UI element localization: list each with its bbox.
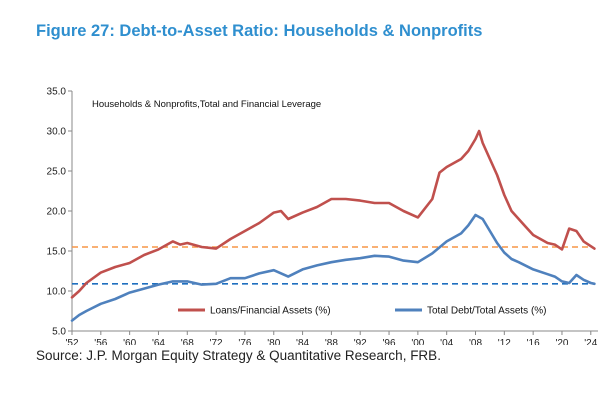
chart-axes: 5.0 10.0 15.0 20.0 25.0 30.0 35.0 '52 '56 '60 '64 '…: [47, 87, 598, 345]
x-tick-label: '60: [123, 338, 136, 345]
x-tick-label: '52: [65, 338, 78, 345]
y-tick-label: 10.0: [47, 287, 67, 298]
legend-label: Total Debt/Total Assets (%): [427, 306, 547, 317]
y-tick-label: 25.0: [47, 167, 67, 178]
x-tick-label: '12: [498, 338, 511, 345]
figure-title: Figure 27: Debt-to-Asset Ratio: Househol…: [36, 22, 483, 40]
x-tick-label: '24: [584, 338, 597, 345]
series-line-total-debt-total-assets: [70, 213, 596, 322]
chart-inner-title: Households & Nonprofits,Total and Financ…: [92, 99, 321, 110]
x-tick-label: '72: [210, 338, 223, 345]
y-tick-label: 30.0: [47, 127, 67, 138]
reference-lines: [72, 246, 592, 285]
y-tick-label: 35.0: [47, 87, 67, 98]
x-tick-label: '16: [527, 338, 540, 345]
legend-label: Loans/Financial Assets (%): [210, 306, 331, 317]
x-tick-label: '84: [296, 338, 309, 345]
x-tick-label: '64: [152, 338, 165, 345]
x-tick-label: '00: [411, 338, 424, 345]
x-tick-label: '96: [383, 338, 396, 345]
data-series: [70, 129, 596, 322]
y-tick-label: 5.0: [52, 327, 66, 338]
y-tick-label: 15.0: [47, 247, 67, 258]
debt-to-asset-line-chart: 5.0 10.0 15.0 20.0 25.0 30.0 35.0 '52 '56 '60 '64 '…: [47, 87, 598, 345]
x-tick-label: '76: [238, 338, 251, 345]
chart-legend: Loans/Financial Assets (%) Total Debt/Tot…: [178, 306, 547, 317]
x-tick-label: '08: [469, 338, 482, 345]
y-tick-label: 20.0: [47, 207, 67, 218]
source-note: Source: J.P. Morgan Equity Strategy & Qu…: [36, 348, 441, 363]
x-tick-label: '80: [267, 338, 280, 345]
x-tick-label: '68: [181, 338, 194, 345]
x-tick-label: '92: [354, 338, 367, 345]
x-tick-label: '88: [325, 338, 338, 345]
x-tick-label: '56: [94, 338, 107, 345]
x-tick-label: '04: [440, 338, 453, 345]
x-tick-label: '20: [555, 338, 568, 345]
series-line-loans-financial-assets: [70, 129, 596, 299]
